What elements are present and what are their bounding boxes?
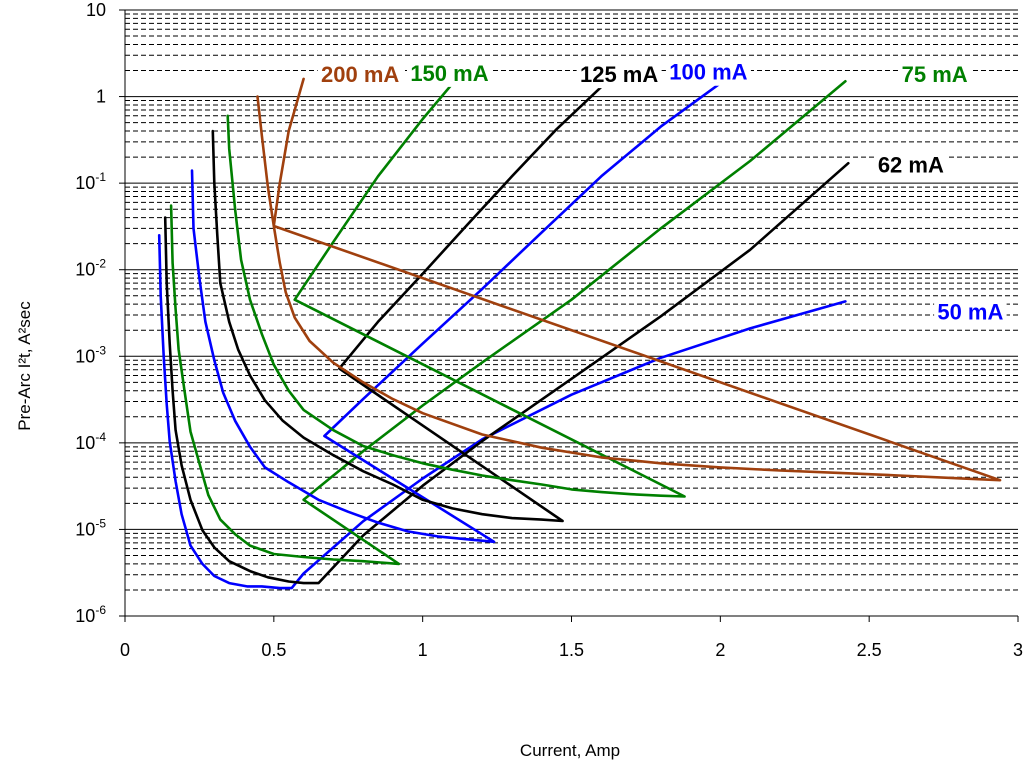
y-tick-label: 1 — [96, 87, 106, 107]
series-label: 75 mA — [902, 62, 968, 87]
x-axis-title: Current, Amp — [520, 741, 620, 760]
series-label-background — [406, 60, 492, 87]
series-label-background — [665, 59, 751, 86]
series-label-background — [874, 152, 948, 179]
y-tick-label: 10-1 — [75, 170, 106, 193]
series-curve — [226, 75, 686, 498]
series-label: 50 mA — [937, 300, 1003, 325]
x-tick-label: 0.5 — [261, 640, 286, 660]
x-tick-label: 0 — [120, 640, 130, 660]
y-axis-title: Pre-Arc I²t, A²sec — [15, 301, 34, 431]
y-tick-exponent: -2 — [95, 257, 106, 271]
y-tick-label: 10-3 — [75, 343, 106, 366]
y-tick-label: 10-5 — [75, 516, 106, 539]
series-label: 100 mA — [669, 60, 747, 85]
series-label-background — [934, 299, 1007, 326]
y-tick-label: 10 — [86, 0, 106, 20]
series-label: 62 mA — [878, 152, 944, 177]
x-tick-label: 2.5 — [857, 640, 882, 660]
series-label-background — [898, 62, 971, 89]
series-curve — [190, 77, 728, 544]
series-label: 200 mA — [321, 62, 399, 87]
series-curve — [169, 80, 847, 566]
y-tick-exponent: -4 — [95, 430, 106, 444]
curves — [157, 75, 1002, 590]
y-tick-labels: 10 1 10-1 10-2 10-3 10-4 10-5 10-6 — [75, 0, 106, 626]
x-tick-label: 1.5 — [559, 640, 584, 660]
series-curve — [163, 161, 850, 585]
series-label: 150 mA — [410, 61, 488, 86]
y-tick-exponent: -5 — [95, 516, 106, 530]
series-labels: 50 mA 62 mA 75 mA 100 mA 125 mA 150 mA 200 mA — [317, 59, 1007, 326]
y-tick-exponent: -6 — [95, 603, 106, 617]
series-label-background — [576, 62, 662, 89]
y-tick-label: 10-4 — [75, 430, 106, 453]
y-tick-exponent: -1 — [95, 170, 106, 184]
x-tick-label: 1 — [418, 640, 428, 660]
grid — [119, 9, 1019, 622]
series-curve — [157, 234, 847, 590]
x-tick-labels: 0 0.5 1 1.5 2 2.5 3 — [120, 640, 1023, 660]
y-tick-label: 10-6 — [75, 603, 106, 626]
series-label: 125 mA — [580, 62, 658, 87]
x-tick-label: 2 — [715, 640, 725, 660]
series-label-background — [317, 62, 403, 89]
x-tick-label: 3 — [1013, 640, 1023, 660]
y-tick-label: 10-2 — [75, 257, 106, 280]
y-tick-exponent: -3 — [95, 343, 106, 357]
series-curve — [211, 80, 609, 523]
series-curve — [256, 77, 1002, 482]
